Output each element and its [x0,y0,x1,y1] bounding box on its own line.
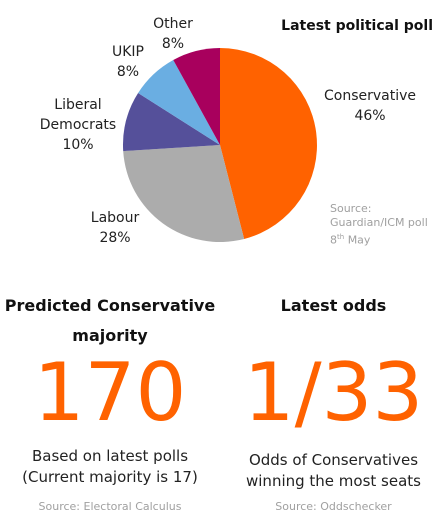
odds-desc-line2: winning the most seats [246,472,421,490]
odds-source: Source: Oddschecker [275,500,392,513]
slice-label-labour: Labour 28% [70,208,160,248]
pie-slice-labour [123,145,245,242]
slice-name-ukip: UKIP [112,44,144,60]
slice-name-libdem-line1: Liberal [54,97,102,113]
odds-description: Odds of Conservatives winning the most s… [226,450,441,492]
slice-label-libdem: Liberal Democrats 10% [28,95,128,155]
odds-desc-line1: Odds of Conservatives [248,451,419,469]
chart-source-line1: Source: [330,202,372,215]
slice-value-conservative: 46% [354,108,386,124]
majority-desc-line1: Based on latest polls [31,447,189,465]
chart-source: Source: Guardian/ICM poll 8th May [330,202,428,248]
slice-name-other: Other [153,16,193,32]
majority-heading-line1: Predicted Conservative [4,296,216,315]
slice-value-ukip: 8% [116,64,140,80]
majority-description: Based on latest polls (Current majority … [0,446,220,488]
chart-source-suffix: th [337,233,345,241]
odds-value: 1/33 [243,346,424,439]
majority-source: Source: Electoral Calculus [38,500,182,513]
pie-slice-liberal-democrats [122,93,220,152]
slice-name-libdem-line2: Democrats [39,117,117,133]
slice-label-ukip: UKIP 8% [100,42,156,82]
majority-heading: Predicted Conservative majority [0,291,220,351]
chart-source-month: May [347,233,371,247]
slice-name-labour: Labour [90,210,140,226]
pie-slice-ukip [138,60,220,145]
chart-source-date: 8th May [330,230,428,248]
majority-desc-line2: (Current majority is 17) [22,468,198,486]
chart-source-day: 8 [330,233,337,247]
slice-value-other: 8% [161,36,185,52]
odds-heading: Latest odds [280,296,387,315]
chart-title: Latest political poll [281,18,433,34]
slice-label-other: Other 8% [143,14,203,54]
majority-heading-line2: majority [72,326,148,345]
pie-chart [122,48,317,242]
slice-value-libdem: 10% [62,137,94,153]
pie-slice-other [173,48,220,145]
pie-slice-conservative [220,48,317,239]
slice-label-conservative: Conservative 46% [300,86,440,126]
slice-name-conservative: Conservative [323,88,417,104]
chart-source-line2: Guardian/ICM poll [330,216,428,229]
slice-value-labour: 28% [99,230,131,246]
majority-value: 170 [33,346,187,439]
